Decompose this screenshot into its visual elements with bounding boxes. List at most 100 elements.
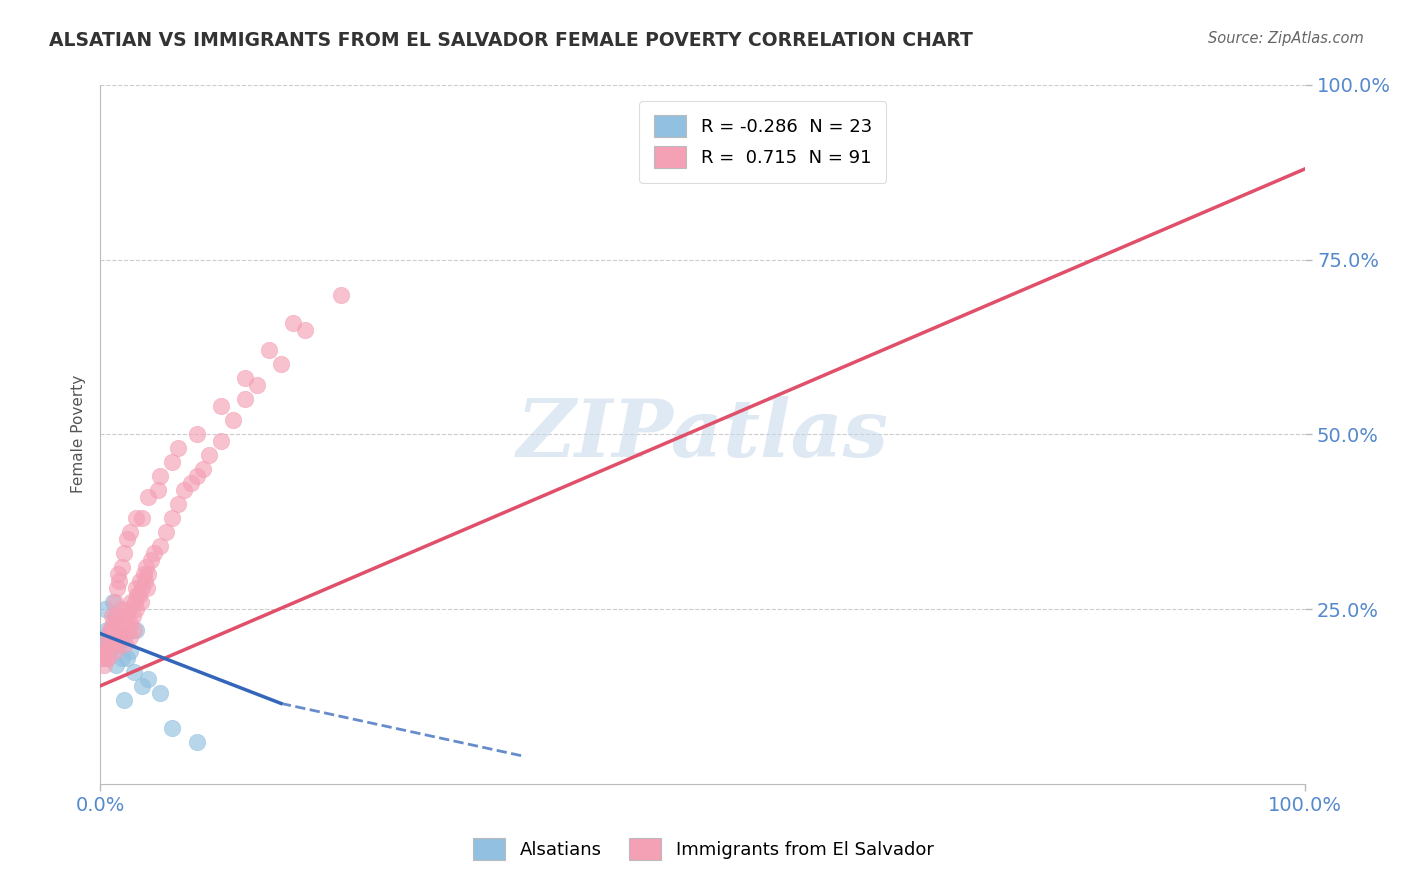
Point xyxy=(101,609,124,624)
Point xyxy=(112,609,135,624)
Point xyxy=(125,581,148,595)
Point xyxy=(101,623,124,637)
Point xyxy=(131,679,153,693)
Point xyxy=(162,721,184,735)
Point xyxy=(257,343,280,358)
Point xyxy=(93,630,115,644)
Text: ALSATIAN VS IMMIGRANTS FROM EL SALVADOR FEMALE POVERTY CORRELATION CHART: ALSATIAN VS IMMIGRANTS FROM EL SALVADOR … xyxy=(49,31,973,50)
Point xyxy=(120,595,142,609)
Point xyxy=(96,651,118,665)
Point xyxy=(149,539,172,553)
Point xyxy=(104,623,127,637)
Point xyxy=(120,615,142,630)
Point xyxy=(104,609,127,624)
Point xyxy=(96,637,118,651)
Point xyxy=(173,483,195,498)
Point xyxy=(131,581,153,595)
Point xyxy=(120,644,142,658)
Point xyxy=(111,560,134,574)
Point xyxy=(135,560,157,574)
Point xyxy=(121,609,143,624)
Point xyxy=(104,595,127,609)
Point xyxy=(186,427,208,442)
Point xyxy=(111,651,134,665)
Point xyxy=(96,623,118,637)
Point xyxy=(186,735,208,749)
Point xyxy=(96,651,118,665)
Point xyxy=(98,623,121,637)
Point xyxy=(94,644,117,658)
Point xyxy=(209,434,232,449)
Point xyxy=(120,630,142,644)
Point xyxy=(136,672,159,686)
Point xyxy=(112,546,135,560)
Point xyxy=(128,588,150,602)
Point xyxy=(110,602,132,616)
Point xyxy=(112,630,135,644)
Point xyxy=(118,602,141,616)
Point xyxy=(139,553,162,567)
Point xyxy=(143,546,166,560)
Point xyxy=(104,623,127,637)
Point xyxy=(167,442,190,456)
Point xyxy=(107,637,129,651)
Point xyxy=(146,483,169,498)
Legend: Alsatians, Immigrants from El Salvador: Alsatians, Immigrants from El Salvador xyxy=(465,830,941,867)
Point xyxy=(162,511,184,525)
Point xyxy=(128,574,150,588)
Point xyxy=(107,615,129,630)
Point xyxy=(108,574,131,588)
Point xyxy=(103,615,125,630)
Point xyxy=(97,644,120,658)
Point xyxy=(270,358,292,372)
Point xyxy=(112,615,135,630)
Text: ZIPatlas: ZIPatlas xyxy=(516,395,889,473)
Point xyxy=(105,581,128,595)
Point xyxy=(281,316,304,330)
Point xyxy=(134,574,156,588)
Point xyxy=(94,602,117,616)
Point xyxy=(233,392,256,407)
Point xyxy=(136,567,159,582)
Point xyxy=(93,657,115,672)
Y-axis label: Female Poverty: Female Poverty xyxy=(72,376,86,493)
Point xyxy=(197,448,219,462)
Point xyxy=(132,567,155,582)
Point xyxy=(122,665,145,679)
Point xyxy=(167,497,190,511)
Point xyxy=(155,525,177,540)
Point xyxy=(131,511,153,525)
Point xyxy=(107,567,129,582)
Point xyxy=(136,490,159,504)
Point xyxy=(149,469,172,483)
Point xyxy=(91,651,114,665)
Text: Source: ZipAtlas.com: Source: ZipAtlas.com xyxy=(1208,31,1364,46)
Point xyxy=(104,609,127,624)
Point xyxy=(125,602,148,616)
Point xyxy=(221,413,243,427)
Point xyxy=(186,469,208,483)
Point xyxy=(233,371,256,385)
Point xyxy=(100,623,122,637)
Legend: R = -0.286  N = 23, R =  0.715  N = 91: R = -0.286 N = 23, R = 0.715 N = 91 xyxy=(640,101,886,183)
Point xyxy=(97,630,120,644)
Point xyxy=(115,609,138,624)
Point xyxy=(107,637,129,651)
Point xyxy=(191,462,214,476)
Point xyxy=(112,693,135,707)
Point xyxy=(115,651,138,665)
Point xyxy=(149,686,172,700)
Point xyxy=(114,615,136,630)
Point xyxy=(294,322,316,336)
Point xyxy=(209,400,232,414)
Point xyxy=(162,455,184,469)
Point xyxy=(125,623,148,637)
Point xyxy=(136,581,159,595)
Point xyxy=(125,511,148,525)
Point xyxy=(179,476,201,491)
Point xyxy=(122,623,145,637)
Point xyxy=(96,637,118,651)
Point xyxy=(112,623,135,637)
Point xyxy=(127,588,149,602)
Point xyxy=(104,657,127,672)
